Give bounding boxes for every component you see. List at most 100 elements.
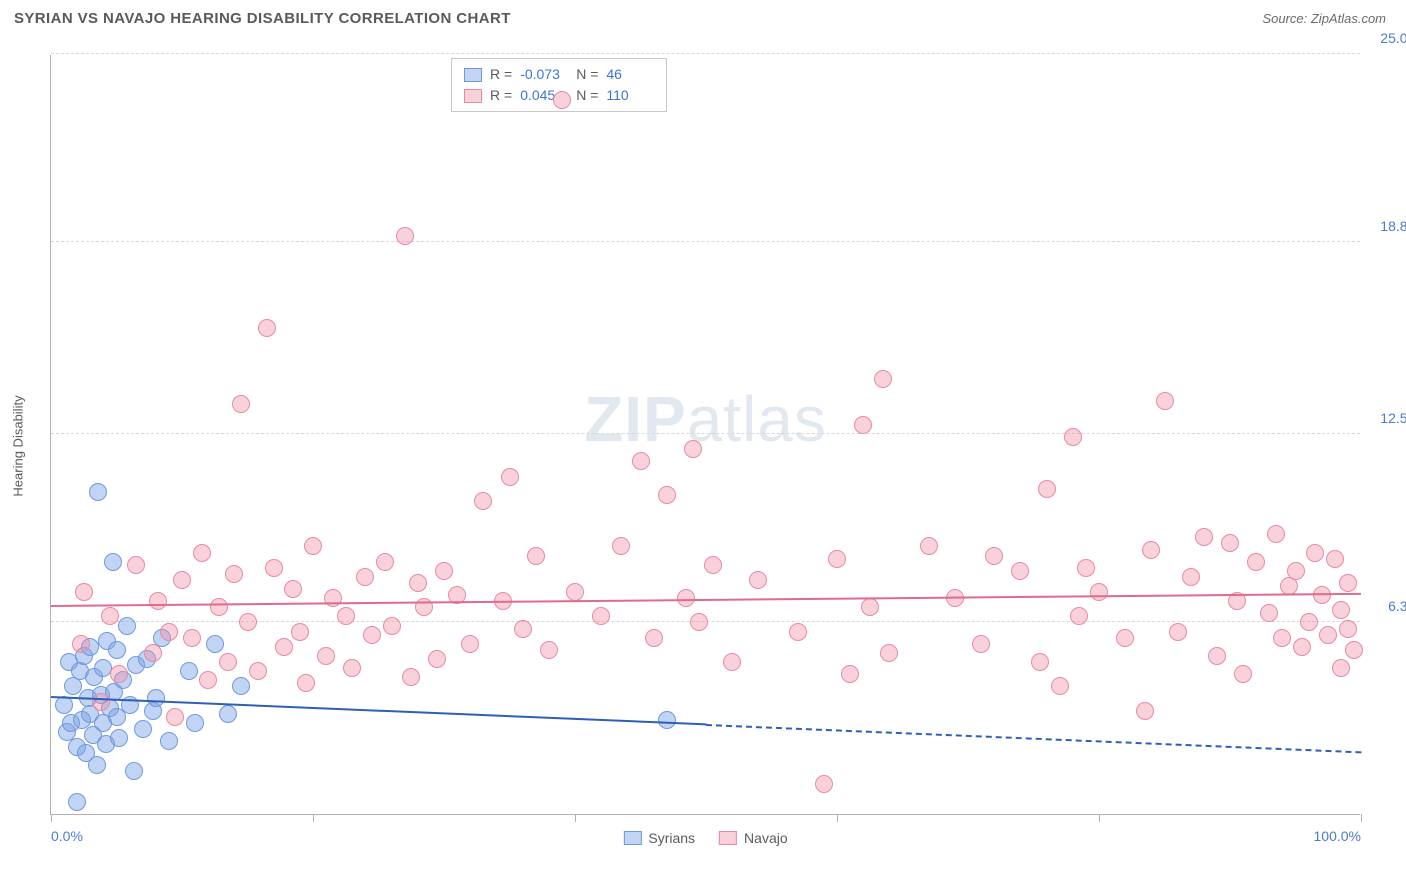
x-tick [1099, 814, 1100, 822]
gridline [51, 241, 1360, 242]
data-point [553, 91, 571, 109]
data-point [428, 650, 446, 668]
data-point [75, 583, 93, 601]
data-point [206, 635, 224, 653]
data-point [972, 635, 990, 653]
chart-title: SYRIAN VS NAVAJO HEARING DISABILITY CORR… [14, 10, 511, 27]
data-point [1195, 528, 1213, 546]
data-point [166, 708, 184, 726]
x-tick [575, 814, 576, 822]
trend-line [51, 593, 1361, 607]
data-point [337, 607, 355, 625]
data-point [1267, 525, 1285, 543]
data-point [89, 483, 107, 501]
data-point [110, 729, 128, 747]
data-point [1116, 629, 1134, 647]
legend-swatch [464, 89, 482, 103]
data-point [225, 565, 243, 583]
data-point [1221, 534, 1239, 552]
data-point [461, 635, 479, 653]
data-point [1247, 553, 1265, 571]
legend-swatch [719, 831, 737, 845]
data-point [160, 623, 178, 641]
data-point [861, 598, 879, 616]
data-point [118, 617, 136, 635]
data-point [275, 638, 293, 656]
data-point [874, 370, 892, 388]
data-point [514, 620, 532, 638]
data-point [658, 711, 676, 729]
data-point [72, 635, 90, 653]
y-tick-label: 6.3% [1388, 598, 1406, 614]
data-point [324, 589, 342, 607]
data-point [134, 720, 152, 738]
data-point [258, 319, 276, 337]
data-point [297, 674, 315, 692]
data-point [540, 641, 558, 659]
y-tick-label: 25.0% [1380, 30, 1406, 46]
data-point [566, 583, 584, 601]
series-legend: SyriansNavajo [623, 830, 787, 846]
data-point [435, 562, 453, 580]
legend-row: R =-0.073N =46 [464, 64, 654, 85]
data-point [632, 452, 650, 470]
data-point [383, 617, 401, 635]
data-point [396, 227, 414, 245]
data-point [684, 440, 702, 458]
data-point [1038, 480, 1056, 498]
data-point [144, 644, 162, 662]
legend-swatch [623, 831, 641, 845]
data-point [1090, 583, 1108, 601]
data-point [239, 613, 257, 631]
r-value: -0.073 [520, 64, 568, 85]
data-point [1287, 562, 1305, 580]
data-point [101, 607, 119, 625]
data-point [880, 644, 898, 662]
data-point [1011, 562, 1029, 580]
data-point [232, 395, 250, 413]
data-point [147, 689, 165, 707]
data-point [690, 613, 708, 631]
data-point [127, 556, 145, 574]
source-attribution: Source: ZipAtlas.com [1262, 11, 1386, 26]
data-point [173, 571, 191, 589]
data-point [920, 537, 938, 555]
data-point [356, 568, 374, 586]
data-point [1300, 613, 1318, 631]
data-point [186, 714, 204, 732]
data-point [284, 580, 302, 598]
data-point [658, 486, 676, 504]
data-point [304, 537, 322, 555]
data-point [160, 732, 178, 750]
data-point [723, 653, 741, 671]
data-point [376, 553, 394, 571]
x-tick [313, 814, 314, 822]
data-point [1260, 604, 1278, 622]
data-point [612, 537, 630, 555]
data-point [317, 647, 335, 665]
data-point [1031, 653, 1049, 671]
data-point [363, 626, 381, 644]
gridline [51, 53, 1360, 54]
data-point [402, 668, 420, 686]
y-tick-label: 18.8% [1380, 218, 1406, 234]
data-point [265, 559, 283, 577]
data-point [815, 775, 833, 793]
legend-item: Navajo [719, 830, 788, 846]
legend-label: Navajo [744, 830, 788, 846]
data-point [291, 623, 309, 641]
data-point [749, 571, 767, 589]
r-label: R = [490, 64, 512, 85]
data-point [1142, 541, 1160, 559]
data-point [645, 629, 663, 647]
data-point [110, 665, 128, 683]
n-value: 46 [606, 64, 654, 85]
data-point [232, 677, 250, 695]
n-label: N = [576, 85, 598, 106]
data-point [1156, 392, 1174, 410]
data-point [1182, 568, 1200, 586]
x-tick [51, 814, 52, 822]
data-point [68, 793, 86, 811]
x-tick-label: 100.0% [1314, 828, 1361, 844]
data-point [474, 492, 492, 510]
